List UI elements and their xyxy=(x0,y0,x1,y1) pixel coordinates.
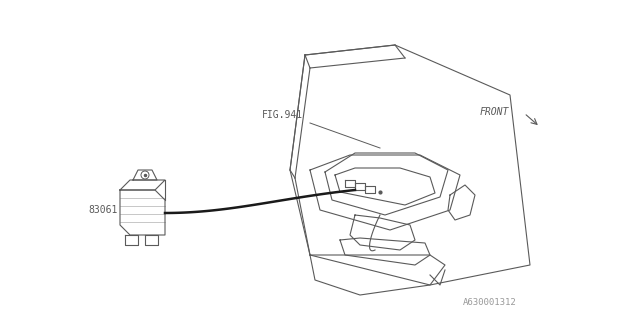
Text: 83061: 83061 xyxy=(88,205,117,215)
Text: FIG.941: FIG.941 xyxy=(262,110,303,120)
Text: A630001312: A630001312 xyxy=(463,298,517,307)
Text: FRONT: FRONT xyxy=(480,107,509,117)
